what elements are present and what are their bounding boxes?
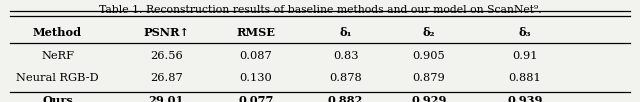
- Text: δ₂: δ₂: [422, 27, 435, 38]
- Text: 0.881: 0.881: [508, 73, 541, 83]
- Text: RMSE: RMSE: [237, 27, 275, 38]
- Text: 0.83: 0.83: [333, 51, 358, 61]
- Text: PSNR↑: PSNR↑: [143, 27, 189, 38]
- Text: 0.882: 0.882: [328, 95, 364, 102]
- Text: Neural RGB-D: Neural RGB-D: [16, 73, 99, 83]
- Text: 26.87: 26.87: [150, 73, 183, 83]
- Text: 0.91: 0.91: [512, 51, 538, 61]
- Text: 0.878: 0.878: [329, 73, 362, 83]
- Text: 0.087: 0.087: [239, 51, 273, 61]
- Text: Method: Method: [33, 27, 82, 38]
- Text: 26.56: 26.56: [150, 51, 183, 61]
- Text: 0.077: 0.077: [238, 95, 274, 102]
- Text: 0.929: 0.929: [411, 95, 447, 102]
- Text: 0.939: 0.939: [507, 95, 543, 102]
- Text: 0.879: 0.879: [412, 73, 445, 83]
- Text: Table 1. Reconstruction results of baseline methods and our model on ScanNet⁹.: Table 1. Reconstruction results of basel…: [99, 5, 541, 15]
- Text: 0.130: 0.130: [239, 73, 273, 83]
- Text: 0.905: 0.905: [412, 51, 445, 61]
- Text: δ₁: δ₁: [339, 27, 352, 38]
- Text: NeRF: NeRF: [41, 51, 74, 61]
- Text: δ₃: δ₃: [518, 27, 531, 38]
- Text: 29.01: 29.01: [148, 95, 184, 102]
- Text: Ours: Ours: [42, 95, 73, 102]
